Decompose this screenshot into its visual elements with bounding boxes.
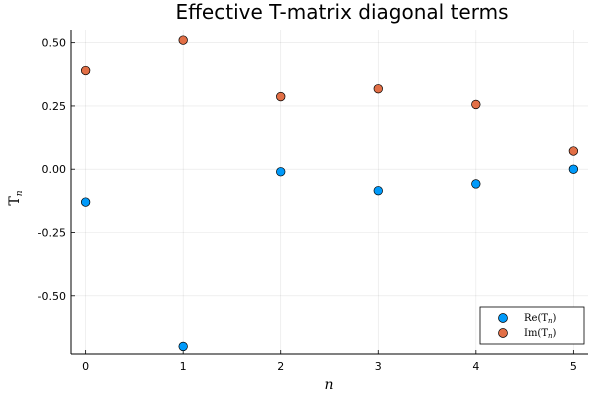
- point-series1-4: [471, 99, 481, 110]
- y-tick-label-0: 0.50: [42, 37, 67, 50]
- y-tick-label-3: -0.25: [38, 227, 66, 240]
- y-axis-label-main: T: [7, 196, 23, 206]
- point-series1-0: [80, 65, 91, 76]
- x-axis-label: n: [324, 377, 333, 393]
- chart-title: Effective T-matrix diagonal terms: [176, 0, 509, 24]
- y-tick-label-2: 0.00: [42, 163, 67, 176]
- x-tick-label-3: 3: [375, 360, 382, 373]
- legend-marker-re: [498, 313, 508, 323]
- legend-label-im: Im(Tn): [524, 328, 557, 340]
- x-tick-label-2: 2: [277, 360, 284, 373]
- y-axis-label: Tn: [7, 190, 25, 205]
- x-tick-label-4: 4: [472, 360, 479, 373]
- point-series1-2: [276, 91, 286, 102]
- axes: [70, 30, 588, 355]
- legend-box: [479, 306, 585, 345]
- point-series0-3: [373, 186, 383, 196]
- data-points: [80, 35, 579, 352]
- y-tick-label-4: -0.50: [38, 290, 66, 303]
- legend-label-re: Re(Tn): [524, 313, 557, 325]
- point-series1-1: [178, 35, 188, 45]
- point-series0-1: [178, 341, 188, 352]
- legend: Re(Tn) Im(Tn): [479, 306, 585, 345]
- x-tick-label-0: 0: [82, 360, 89, 373]
- x-tick-label-5: 5: [570, 360, 577, 373]
- grid-lines: [71, 30, 588, 354]
- point-series0-4: [471, 179, 481, 189]
- point-series0-0: [80, 197, 91, 207]
- legend-marker-im: [498, 328, 508, 338]
- point-series0-5: [568, 164, 579, 174]
- y-tick-label-1: 0.25: [42, 100, 67, 113]
- tick-labels: 0 1 2 3 4 5 0.50 0.25 0.00 -0.25 -0.50: [38, 37, 577, 373]
- x-tick-label-1: 1: [180, 360, 187, 373]
- point-series1-5: [568, 146, 579, 156]
- point-series1-3: [373, 84, 383, 94]
- y-axis-label-sub: n: [15, 190, 25, 196]
- point-series0-2: [276, 167, 286, 177]
